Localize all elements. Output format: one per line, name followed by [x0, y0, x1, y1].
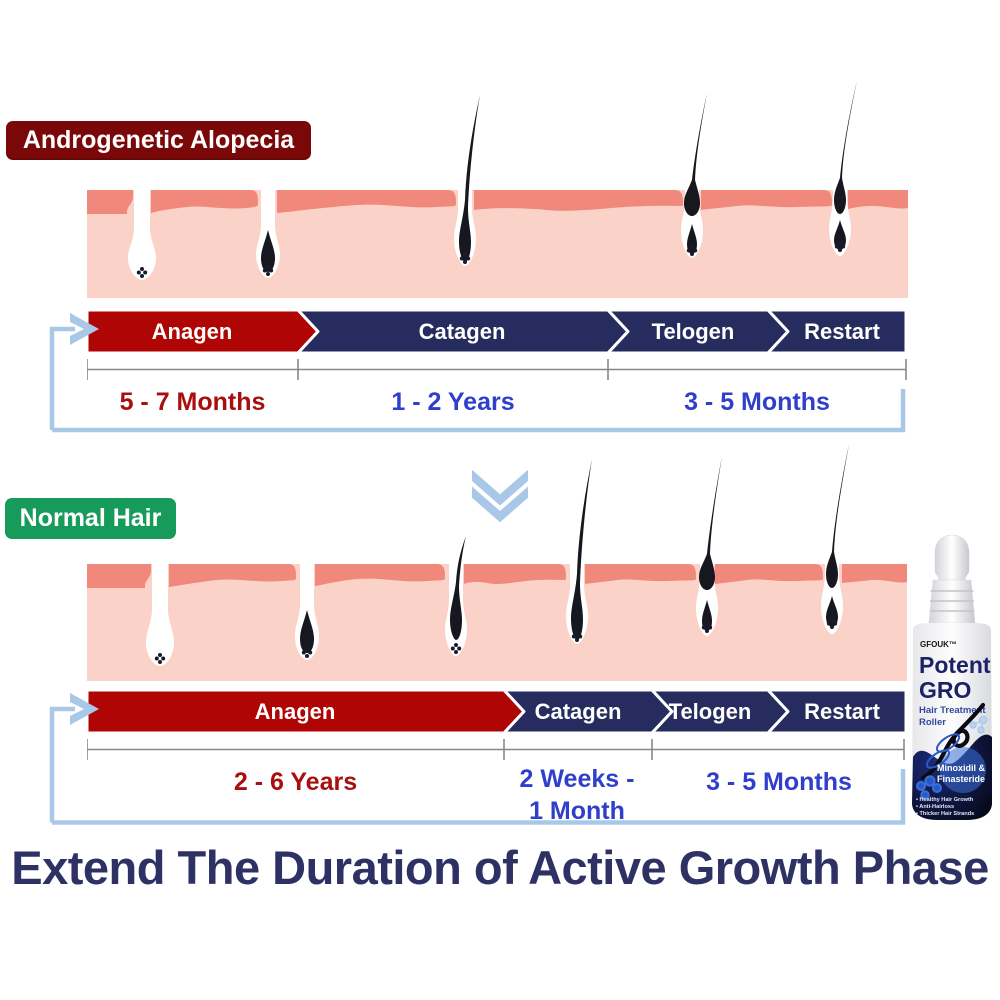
- svg-text:Finasteride: Finasteride: [937, 774, 985, 784]
- svg-text:Restart: Restart: [804, 699, 880, 724]
- svg-text:• Thicker Hair Strands: • Thicker Hair Strands: [916, 811, 974, 817]
- svg-text:Anagen: Anagen: [152, 319, 233, 344]
- svg-text:Minoxidil &: Minoxidil &: [937, 763, 985, 773]
- svg-text:• Healthy Hair Growth: • Healthy Hair Growth: [916, 797, 974, 803]
- svg-text:Roller: Roller: [919, 717, 946, 728]
- svg-text:Potent: Potent: [919, 652, 991, 678]
- svg-text:Telogen: Telogen: [652, 319, 735, 344]
- svg-text:Telogen: Telogen: [669, 699, 752, 724]
- svg-text:Restart: Restart: [804, 319, 880, 344]
- svg-text:Catagen: Catagen: [535, 699, 622, 724]
- svg-text:• Anti-Hairloss: • Anti-Hairloss: [916, 804, 954, 810]
- svg-text:Anagen: Anagen: [255, 699, 336, 724]
- svg-text:Catagen: Catagen: [419, 319, 506, 344]
- svg-text:GRO: GRO: [919, 677, 971, 703]
- svg-text:GFOUK™: GFOUK™: [920, 640, 957, 649]
